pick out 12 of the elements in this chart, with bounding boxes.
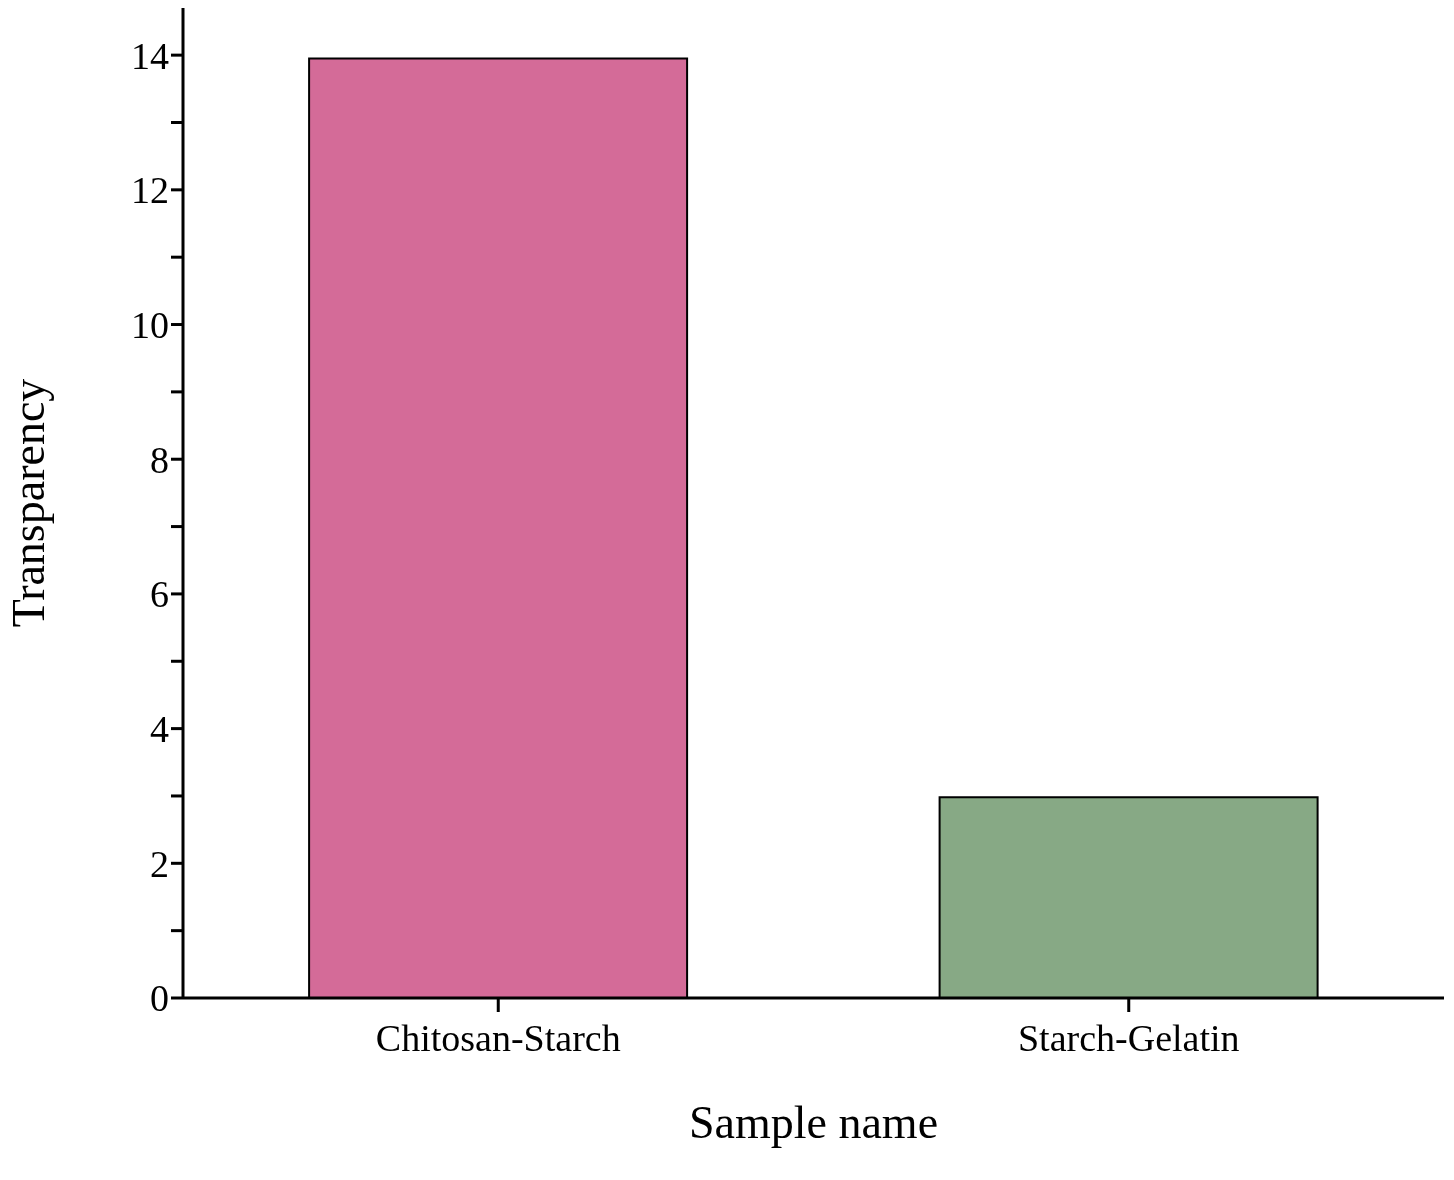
x-tick-label: Starch-Gelatin bbox=[1017, 1016, 1240, 1059]
y-axis-title: Transparency bbox=[3, 378, 55, 628]
y-tick-label: 10 bbox=[131, 304, 169, 347]
x-axis-title: Sample name bbox=[688, 1097, 939, 1148]
y-tick-label: 6 bbox=[150, 573, 169, 616]
x-tick-label: Chitosan-Starch bbox=[375, 1016, 621, 1059]
y-tick-label: 0 bbox=[150, 977, 169, 1020]
y-tick-label: 14 bbox=[131, 34, 169, 77]
y-tick-label: 2 bbox=[150, 842, 169, 885]
y-tick-label: 8 bbox=[150, 438, 169, 481]
y-tick-label: 12 bbox=[131, 169, 169, 212]
y-tick-label: 4 bbox=[150, 708, 169, 751]
